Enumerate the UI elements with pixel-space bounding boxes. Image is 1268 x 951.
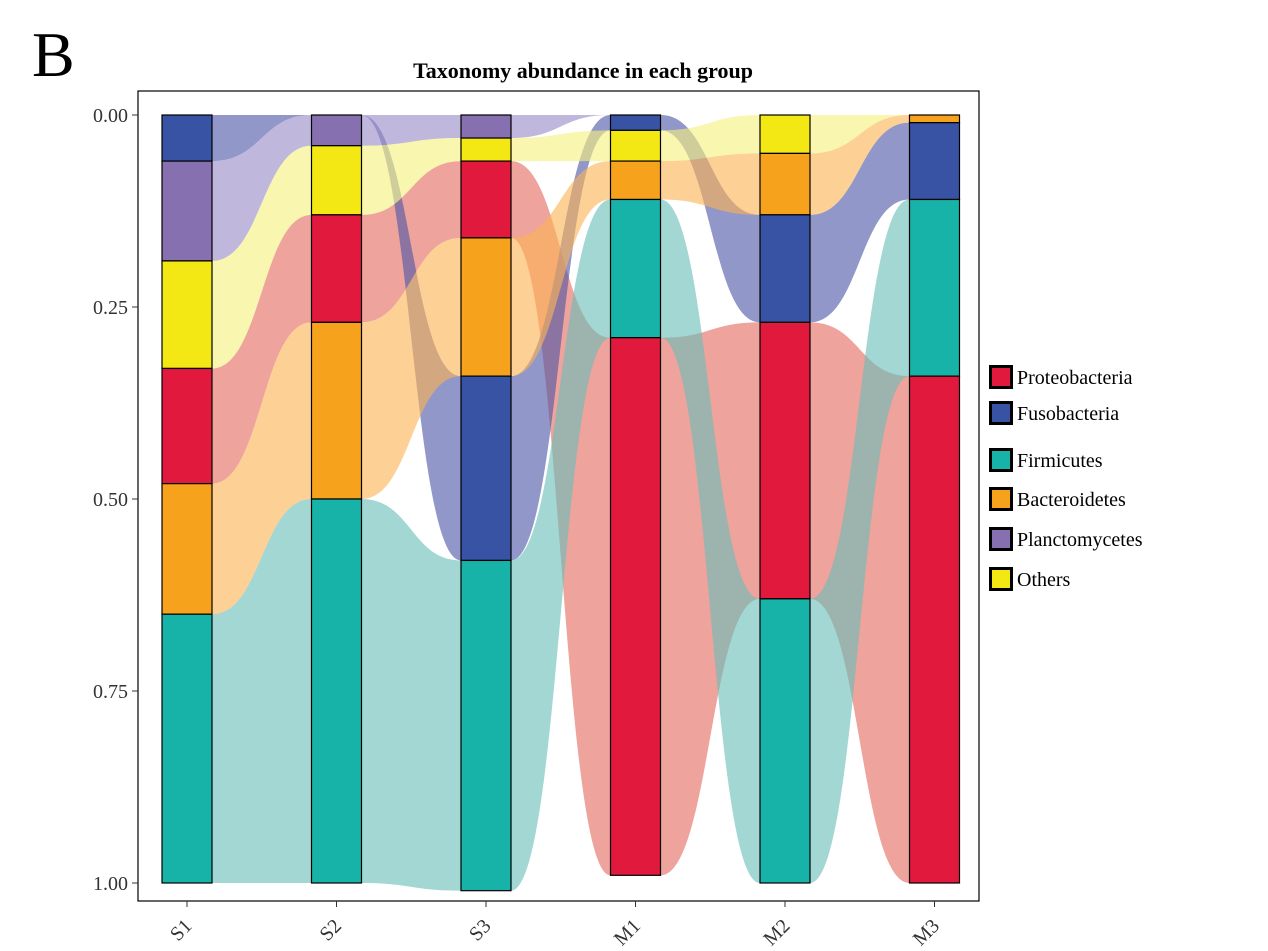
bar-segment-s1-firmicutes	[161, 613, 213, 884]
bar-segment-s3-firmicutes	[460, 559, 512, 892]
bar-layer	[161, 114, 961, 892]
legend-swatch-fusobacteria	[989, 401, 1013, 425]
legend-label-firmicutes: Firmicutes	[1017, 450, 1103, 472]
bar-segment-m1-fusobacteria	[609, 114, 662, 131]
bar-segment-m2-others	[759, 114, 811, 155]
bar-segment-s3-others	[460, 137, 512, 162]
flow-others-m2-m3	[810, 115, 910, 154]
legend-label-fusobacteria: Fusobacteria	[1017, 403, 1119, 425]
flow-proteobacteria-s1-s2	[212, 214, 312, 484]
flow-planctomycetes-s2-s3	[361, 115, 461, 146]
x-tick-label: S3	[465, 915, 495, 945]
legend-label-others: Others	[1017, 569, 1071, 591]
x-tick-label: M2	[759, 915, 794, 950]
bar-segment-m3-bacteroidetes	[908, 114, 961, 124]
x-tick-label: M1	[610, 915, 645, 950]
flow-fusobacteria-m1-m2	[660, 115, 760, 323]
bar-segment-s2-proteobacteria	[310, 214, 363, 323]
bar-segment-m3-firmicutes	[908, 198, 961, 377]
flow-bacteroidetes-m2-m3	[810, 115, 910, 215]
x-axis: S1 S2 S3 M1 M2 M3	[166, 901, 944, 950]
flow-bacteroidetes-m1-m2	[660, 153, 760, 215]
bar-segment-s3-fusobacteria	[460, 375, 512, 562]
flow-bacteroidetes-s1-s2	[212, 322, 312, 615]
x-tick-label: S2	[316, 915, 346, 945]
flow-layer	[212, 115, 910, 891]
bar-segment-m3-fusobacteria	[908, 122, 961, 201]
bar-segment-m2-firmicutes	[759, 598, 811, 884]
y-tick-label: 0.00	[93, 105, 128, 127]
x-tick-label: S1	[166, 915, 196, 945]
bar-segment-s2-firmicutes	[310, 498, 363, 884]
y-tick-label: 1.00	[93, 873, 128, 895]
bar-segment-s1-others	[161, 260, 213, 370]
bar-segment-s3-bacteroidetes	[460, 237, 512, 377]
legend-label-planctomycetes: Planctomycetes	[1017, 529, 1143, 551]
flow-firmicutes-s3-m1	[511, 199, 611, 891]
bar-segment-m2-bacteroidetes	[759, 152, 811, 216]
flow-firmicutes-m2-m3	[810, 199, 910, 884]
flow-firmicutes-s2-s3	[361, 499, 461, 891]
legend-swatch-firmicutes	[989, 448, 1013, 472]
bar-segment-m2-fusobacteria	[759, 214, 811, 323]
bar-segment-s1-proteobacteria	[161, 367, 213, 485]
legend-swatch-proteobacteria	[989, 365, 1013, 389]
flow-fusobacteria-s3-m1	[511, 115, 611, 561]
bar-segment-m1-others	[609, 129, 662, 162]
flow-planctomycetes-s3-m1	[511, 115, 611, 139]
bar-segment-m1-firmicutes	[609, 198, 662, 339]
flow-others-s1-s2	[212, 145, 312, 369]
bar-segment-s2-planctomycetes	[310, 114, 363, 147]
legend-label-bacteroidetes: Bacteroidetes	[1017, 489, 1126, 511]
y-tick-label: 0.50	[93, 489, 128, 511]
bar-segment-s2-bacteroidetes	[310, 321, 363, 500]
flow-proteobacteria-s2-s3	[361, 161, 461, 323]
flow-others-s2-s3	[361, 138, 461, 215]
flow-firmicutes-s1-s2	[212, 499, 312, 883]
flow-bacteroidetes-s3-m1	[511, 161, 611, 377]
bar-segment-m2-proteobacteria	[759, 321, 811, 600]
bar-segment-s3-planctomycetes	[460, 114, 512, 139]
legend-swatch-bacteroidetes	[989, 487, 1013, 511]
bar-segment-s1-planctomycetes	[161, 160, 213, 262]
x-tick-label: M3	[909, 915, 944, 950]
flow-others-s3-m1	[511, 130, 611, 162]
legend: Proteobacteria Fusobacteria Firmicutes Bact…	[989, 365, 1143, 591]
bar-segment-s3-proteobacteria	[460, 160, 512, 239]
bar-segment-s1-bacteroidetes	[161, 483, 213, 615]
flow-bacteroidetes-s2-s3	[361, 237, 461, 499]
legend-swatch-others	[989, 567, 1013, 591]
plot-frame	[137, 90, 980, 902]
bar-segment-m1-bacteroidetes	[609, 160, 662, 201]
y-tick-label: 0.75	[93, 681, 128, 703]
y-tick-label: 0.25	[93, 297, 128, 319]
chart-title: Taxonomy abundance in each group	[413, 58, 753, 83]
legend-label-proteobacteria: Proteobacteria	[1017, 367, 1133, 389]
flow-fusobacteria-s1-s2	[212, 115, 312, 162]
flow-others-m1-m2	[660, 115, 760, 162]
bar-segment-s1-fusobacteria	[161, 114, 213, 162]
bar-segment-m3-proteobacteria	[908, 375, 961, 884]
panel-letter: B	[32, 19, 75, 90]
flow-fusobacteria-m2-m3	[810, 122, 910, 323]
flow-planctomycetes-s1-s2	[212, 115, 312, 261]
y-axis: 0.00 0.25 0.50 0.75 1.00	[93, 105, 138, 895]
bar-segment-m1-proteobacteria	[609, 337, 662, 876]
legend-swatch-planctomycetes	[989, 527, 1013, 551]
flow-firmicutes-m1-m2	[660, 199, 760, 884]
bar-segment-s2-others	[310, 145, 363, 216]
